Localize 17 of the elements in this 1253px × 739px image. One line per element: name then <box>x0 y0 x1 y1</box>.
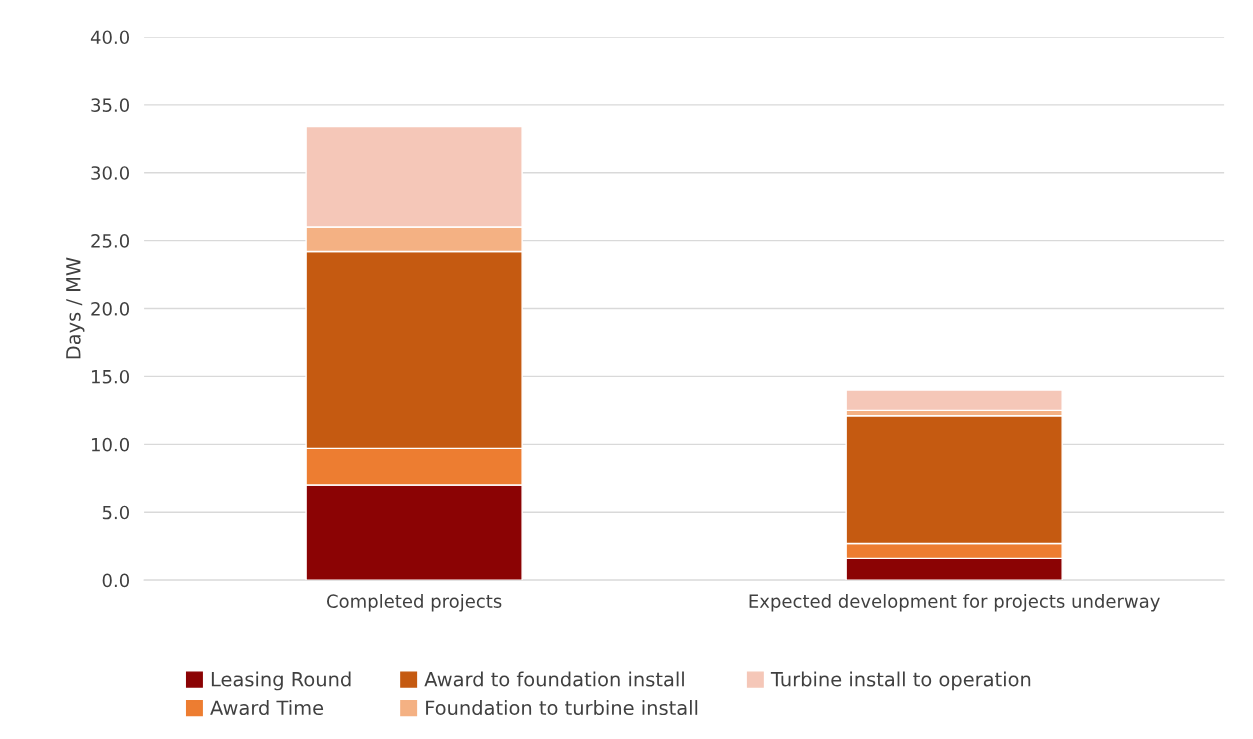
y-tick-label: 30.0 <box>91 166 130 180</box>
y-tick-label: 15.0 <box>91 369 130 384</box>
legend-label: Award Time <box>210 700 324 716</box>
legend-label: Award to foundation install <box>424 671 684 687</box>
y-tick-label: 5.0 <box>102 505 130 520</box>
y-tick-label: 40.0 <box>90 30 130 45</box>
y-axis-title: Days / MW <box>66 257 85 359</box>
legend-label: Leasing Round <box>211 671 351 691</box>
y-tick-label: 0.0 <box>102 573 130 588</box>
legend-label: Foundation to turbine install <box>426 700 698 716</box>
y-tick-label: 20.0 <box>91 301 130 316</box>
legend-label: Turbine install to operation <box>770 671 1031 691</box>
y-tick-label: 35.0 <box>91 98 130 112</box>
y-tick-label: 10.0 <box>91 437 130 452</box>
x-tick-label: Expected development for projects underway <box>749 594 1160 612</box>
y-tick-label: 25.0 <box>91 234 130 248</box>
x-tick-label: Completed projects <box>326 594 502 612</box>
